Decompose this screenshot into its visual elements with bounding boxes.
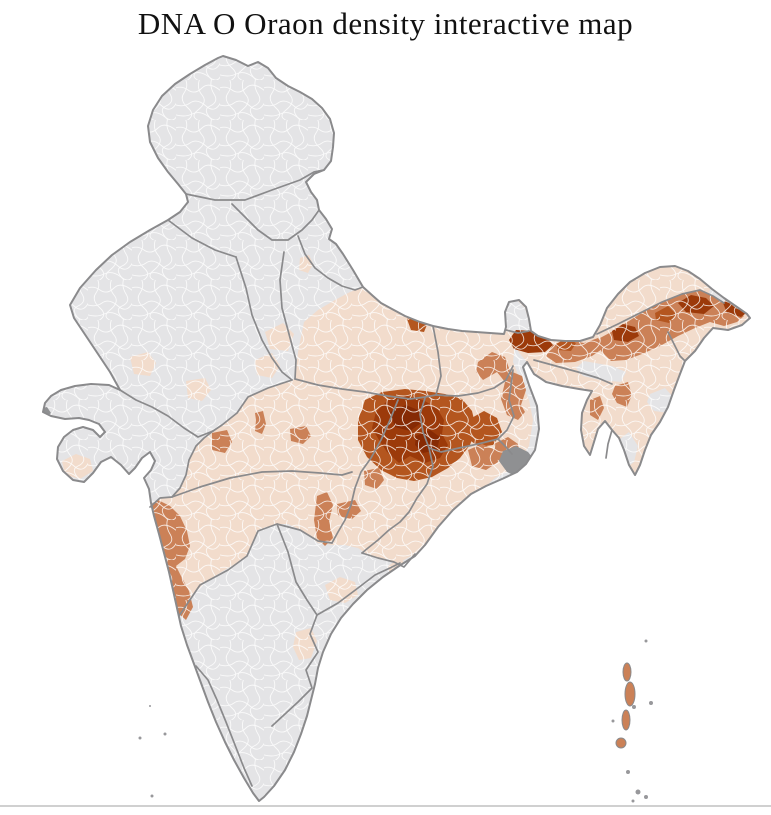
state-border <box>428 438 499 453</box>
state-border <box>505 329 530 334</box>
state-border <box>119 389 214 438</box>
island-dot <box>631 799 635 803</box>
andaman-islands[interactable] <box>615 662 636 749</box>
island-dot <box>626 770 630 774</box>
state-border <box>605 429 613 459</box>
state-border <box>331 399 399 544</box>
andaman-island[interactable] <box>624 681 636 707</box>
state-border <box>294 378 437 400</box>
island-dot <box>644 795 648 799</box>
island-dot <box>635 789 641 795</box>
state-border <box>419 397 430 449</box>
state-borders <box>119 169 725 787</box>
minor-islands <box>138 639 653 803</box>
island-dot <box>649 701 653 705</box>
state-border <box>231 203 320 241</box>
state-border <box>195 665 253 787</box>
india-outline <box>42 55 751 802</box>
island-dot <box>163 732 167 736</box>
state-border <box>435 365 514 397</box>
state-border <box>178 523 333 617</box>
state-border <box>667 331 686 362</box>
state-border <box>279 251 297 380</box>
state-border <box>316 562 401 616</box>
state-border <box>497 369 515 440</box>
state-border <box>432 325 442 396</box>
state-border <box>361 552 416 568</box>
state-border <box>235 256 293 381</box>
state-border <box>167 219 237 258</box>
state-border <box>185 169 325 201</box>
bottom-divider <box>0 805 771 807</box>
island-dot <box>138 736 142 740</box>
state-border <box>171 470 353 498</box>
island-dot <box>149 705 151 707</box>
island-dot <box>632 705 636 709</box>
state-border <box>596 289 725 335</box>
state-border <box>361 447 434 554</box>
state-border <box>212 379 293 432</box>
state-border <box>297 235 364 291</box>
state-border <box>497 438 513 455</box>
state-border <box>276 523 318 616</box>
state-border <box>533 359 613 385</box>
andaman-island[interactable] <box>615 737 627 749</box>
island-dot <box>150 794 154 798</box>
andaman-island[interactable] <box>622 662 632 682</box>
state-border <box>149 430 214 508</box>
andaman-island[interactable] <box>621 709 631 731</box>
map-title: DNA O Oraon density interactive map <box>137 6 634 41</box>
island-dot <box>611 719 615 723</box>
state-border <box>271 614 319 727</box>
island-dot <box>644 639 648 643</box>
